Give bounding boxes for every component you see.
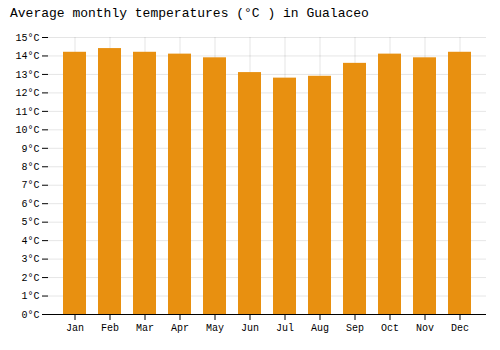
svg-text:Sep: Sep (346, 323, 364, 334)
svg-text:15°C: 15°C (15, 33, 39, 44)
svg-text:11°C: 11°C (15, 107, 39, 118)
svg-text:2°C: 2°C (21, 273, 39, 284)
svg-text:Dec: Dec (451, 323, 469, 334)
svg-text:12°C: 12°C (15, 88, 39, 99)
svg-text:Feb: Feb (101, 323, 119, 334)
svg-text:Jan: Jan (66, 323, 84, 334)
svg-text:4°C: 4°C (21, 236, 39, 247)
svg-text:3°C: 3°C (21, 254, 39, 265)
html-text:Average monthly temperatures (: Average monthly temperatures (°C ) in Gu… (10, 6, 369, 21)
svg-text:Nov: Nov (416, 323, 434, 334)
svg-text:6°C: 6°C (21, 199, 39, 210)
svg-text:Mar: Mar (136, 323, 154, 334)
svg-text:Aug: Aug (311, 323, 329, 334)
svg-text:8°C: 8°C (21, 162, 39, 173)
svg-text:Jul: Jul (276, 323, 294, 334)
svg-text:9°C: 9°C (21, 144, 39, 155)
svg-text:13°C: 13°C (15, 70, 39, 81)
svg-text:7°C: 7°C (21, 180, 39, 191)
svg-text:0°C: 0°C (21, 310, 39, 321)
svg-text:Oct: Oct (381, 323, 399, 334)
svg-text:Jun: Jun (241, 323, 259, 334)
svg-text:1°C: 1°C (21, 291, 39, 302)
svg-text:May: May (206, 323, 224, 334)
svg-text:Apr: Apr (171, 323, 189, 334)
svg-text:10°C: 10°C (15, 125, 39, 136)
svg-text:14°C: 14°C (15, 51, 39, 62)
svg-text:5°C: 5°C (21, 217, 39, 228)
